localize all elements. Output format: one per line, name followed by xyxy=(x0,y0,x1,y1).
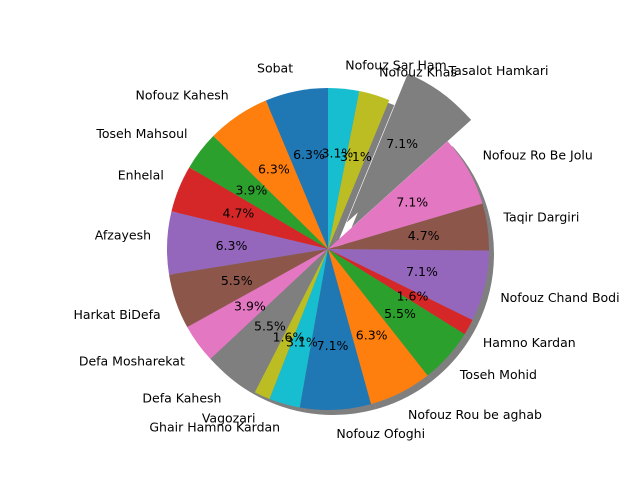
pie-slice-nofouz-ofoghi xyxy=(299,249,372,410)
slice-pct-nofouz-rou-be-aghab: 6.3% xyxy=(356,328,388,343)
slice-pct-toseh-mohid: 5.5% xyxy=(384,306,416,321)
pie-slice-enhelal xyxy=(171,167,328,249)
slice-label-vagozari: Vagozari xyxy=(202,411,256,426)
slice-label-nofouz-kahesh: Nofouz Kahesh xyxy=(136,87,229,102)
slice-label-afzayesh: Afzayesh xyxy=(95,227,151,242)
slice-pct-defa-mosharekat: 3.9% xyxy=(234,298,266,313)
slice-pct-nofouz-kahesh: 6.3% xyxy=(258,161,290,176)
pie-slice-harkat-bidefa xyxy=(169,249,328,328)
pie-slice-nofouz-khas xyxy=(328,91,390,249)
slice-pct-defa-kahesh: 5.5% xyxy=(254,319,286,334)
slice-label-ghair-hamno-kardan: Ghair Hamno Kardan xyxy=(149,419,280,434)
slice-pct-taqir-dargiri: 4.7% xyxy=(408,228,440,243)
slice-pct-nofouz-khas: 3.1% xyxy=(340,149,372,164)
slice-label-nofouz-khas: Nofouz Khas xyxy=(379,64,457,79)
pie-slice-toseh-mahsoul xyxy=(189,136,328,249)
slice-pct-hamno-kardan: 1.6% xyxy=(397,288,429,303)
slice-label-nofouz-sar-ham: Nofouz Sar Ham xyxy=(345,58,446,73)
slice-pct-sobat: 6.3% xyxy=(293,147,325,162)
pie-slice-tasalot-hamkari xyxy=(346,73,467,223)
slice-pct-enhelal: 4.7% xyxy=(223,205,255,220)
pie-slice-nofouz-sar-ham xyxy=(328,88,360,249)
slice-pct-nofouz-sar-ham: 3.1% xyxy=(322,145,354,160)
pie-slice-sobat xyxy=(265,88,328,249)
slice-label-harkat-bidefa: Harkat BiDefa xyxy=(73,307,160,322)
slice-label-toseh-mohid: Toseh Mohid xyxy=(459,367,537,382)
pie-slice-nofouz-ro-be-jolu xyxy=(328,141,483,249)
slice-shadow-nofouz-khas xyxy=(333,96,395,254)
slice-pct-nofouz-ro-be-jolu: 7.1% xyxy=(396,194,428,209)
pie-slice-nofouz-chand-bodi xyxy=(328,249,489,320)
pie-slice-taqir-dargiri xyxy=(328,203,490,251)
slice-pct-afzayesh: 6.3% xyxy=(216,238,248,253)
slice-label-nofouz-chand-bodi: Nofouz Chand Bodi xyxy=(500,290,619,305)
slice-label-tasalot-hamkari: Tasalot Hamkari xyxy=(448,63,549,78)
slice-label-enhelal: Enhelal xyxy=(118,168,164,183)
pie-slice-nofouz-rou-be-aghab xyxy=(328,249,428,405)
slice-pct-harkat-bidefa: 5.5% xyxy=(221,273,253,288)
slice-pct-nofouz-ofoghi: 7.1% xyxy=(317,338,349,353)
slice-pct-nofouz-chand-bodi: 7.1% xyxy=(406,264,438,279)
slice-label-toseh-mahsoul: Toseh Mahsoul xyxy=(95,126,187,141)
pie-slice-ghair-hamno-kardan xyxy=(269,249,328,408)
slice-layer xyxy=(166,73,490,410)
slice-label-sobat: Sobat xyxy=(257,60,293,75)
slice-label-defa-kahesh: Defa Kahesh xyxy=(142,390,221,405)
slice-pct-toseh-mahsoul: 3.9% xyxy=(235,183,267,198)
pie-slice-toseh-mohid xyxy=(328,249,465,376)
label-layer: Sobat 6.3% Nofouz Kahesh 6.3% Toseh Mahsoul 3… xyxy=(73,58,619,441)
slice-label-taqir-dargiri: Taqir Dargiri xyxy=(502,210,579,225)
pie-slice-nofouz-kahesh xyxy=(213,100,328,249)
pie-slice-defa-kahesh xyxy=(210,249,328,393)
pie-slice-vagozari xyxy=(254,249,328,400)
slice-label-nofouz-ofoghi: Nofouz Ofoghi xyxy=(336,426,425,441)
slice-pct-vagozari: 1.6% xyxy=(273,330,305,345)
slice-pct-ghair-hamno-kardan: 3.1% xyxy=(286,334,318,349)
slice-pct-tasalot-hamkari: 7.1% xyxy=(386,136,418,151)
slice-label-nofouz-rou-be-aghab: Nofouz Rou be aghab xyxy=(408,407,542,422)
slice-label-defa-mosharekat: Defa Mosharekat xyxy=(79,353,185,368)
slice-label-nofouz-ro-be-jolu: Nofouz Ro Be Jolu xyxy=(483,148,593,163)
pie-slice-defa-mosharekat xyxy=(187,249,328,360)
slice-label-hamno-kardan: Hamno Kardan xyxy=(483,335,576,350)
pie-slice-hamno-kardan xyxy=(328,249,473,335)
pie-slice-afzayesh xyxy=(166,211,328,275)
